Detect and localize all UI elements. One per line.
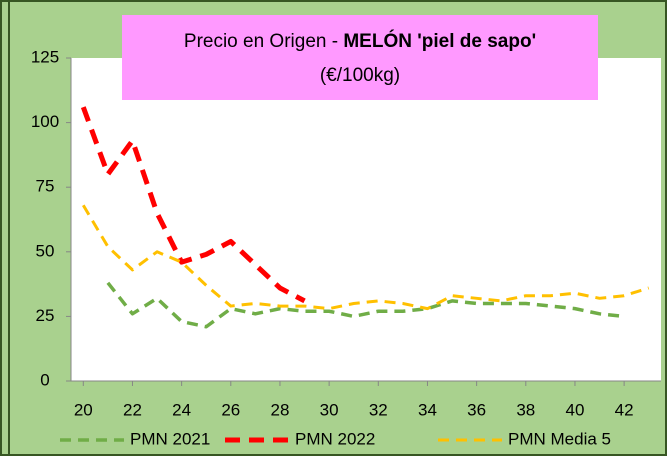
- x-tick-label: 30: [320, 400, 339, 419]
- x-tick-label: 42: [615, 400, 634, 419]
- y-tick-label: 50: [36, 241, 55, 260]
- y-tick-label: 75: [36, 177, 55, 196]
- x-tick-label: 38: [516, 400, 535, 419]
- series-line: [106, 281, 625, 329]
- x-tick-label: 24: [172, 400, 191, 419]
- x-tick-label: 40: [565, 400, 584, 419]
- x-tick-label: 36: [467, 400, 486, 419]
- legend-label: PMN 2021: [130, 429, 210, 448]
- y-tick-label: 100: [31, 112, 59, 131]
- series-line: [80, 106, 306, 304]
- x-tick-label: 34: [418, 400, 437, 419]
- x-tick-label: 26: [221, 400, 240, 419]
- x-tick-label: 32: [369, 400, 388, 419]
- chart-subtitle: (€/100kg): [320, 65, 400, 86]
- legend-label: PMN 2022: [295, 429, 375, 448]
- y-tick-label: 125: [31, 47, 59, 66]
- x-tick-label: 20: [74, 400, 93, 419]
- x-tick-label: 22: [123, 400, 142, 419]
- series-line: [82, 204, 650, 311]
- legend-label: PMN Media 5: [508, 429, 611, 448]
- plot-area: [71, 58, 661, 381]
- y-tick-label: 0: [40, 370, 49, 389]
- title-box: [122, 15, 598, 100]
- x-tick-label: 28: [270, 400, 289, 419]
- y-tick-label: 25: [36, 306, 55, 325]
- chart-title: Precio en Origen - MELÓN 'piel de sapo': [184, 30, 536, 52]
